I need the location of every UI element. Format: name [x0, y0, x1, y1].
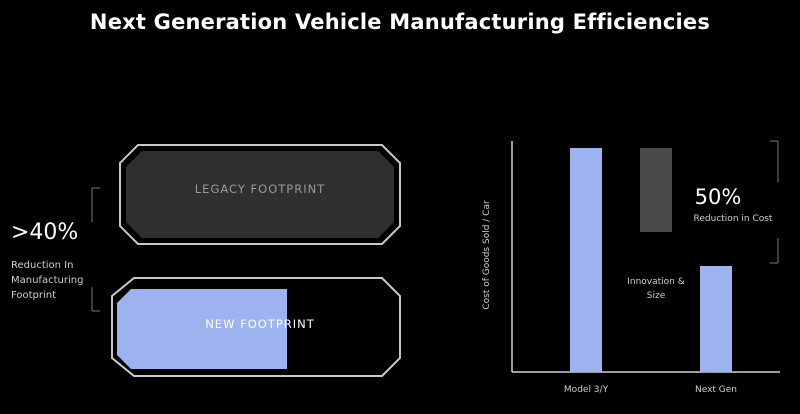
- step-label-line-1: Innovation &: [627, 277, 685, 287]
- cost-chart: Cost of Goods Sold / Car Model 3/Y Next …: [482, 140, 780, 395]
- bar-next-gen: [700, 266, 732, 372]
- legacy-footprint: LEGACY FOOTPRINT: [119, 144, 401, 245]
- legacy-footprint-label: LEGACY FOOTPRINT: [195, 182, 325, 196]
- x-tick-label-model-3y: Model 3/Y: [564, 385, 609, 395]
- y-axis-label: Cost of Goods Sold / Car: [482, 200, 492, 310]
- reduction-value: 50%: [695, 185, 742, 209]
- bar-innovation-step: [640, 148, 672, 232]
- slide-title: Next Generation Vehicle Manufacturing Ef…: [89, 10, 711, 34]
- x-tick-label-next-gen: Next Gen: [695, 385, 737, 395]
- footprint-desc-line-3: Footprint: [11, 290, 57, 301]
- footprint-desc-line-1: Reduction In: [11, 260, 74, 271]
- legacy-outline: [119, 144, 401, 245]
- new-footprint-fill: [117, 289, 287, 369]
- new-footprint-label: NEW FOOTPRINT: [205, 317, 315, 331]
- new-outline: [111, 277, 401, 377]
- step-label-line-2: Size: [647, 291, 666, 301]
- footprint-desc-line-2: Manufacturing: [11, 275, 84, 286]
- footprint-comparison: LEGACY FOOTPRINT NEW FOOTPRINT: [91, 144, 401, 377]
- reduction-text: Reduction in Cost: [694, 214, 773, 224]
- legacy-fill: [126, 151, 394, 238]
- footprint-description: Reduction In Manufacturing Footprint: [11, 258, 83, 303]
- footprint-stat: >40%: [11, 220, 79, 245]
- new-footprint: NEW FOOTPRINT: [111, 277, 401, 377]
- bar-model-3y: [570, 148, 602, 372]
